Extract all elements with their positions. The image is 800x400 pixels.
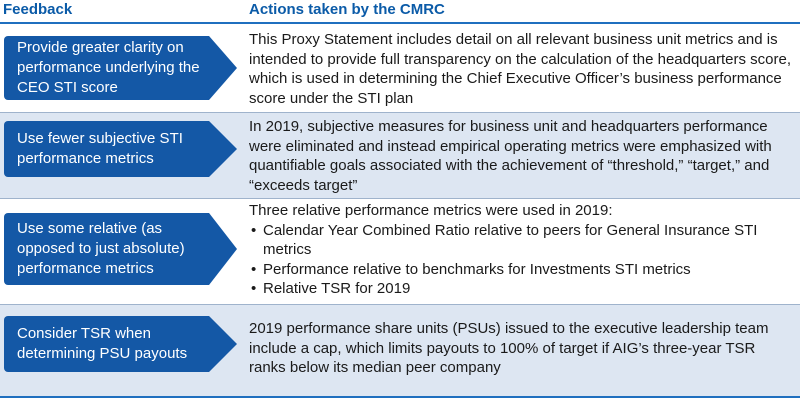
action-intro: Three relative performance metrics were … [249,202,613,219]
feedback-arrow-tsr: Consider TSR when determining PSU payout… [4,316,237,372]
table-row-relative: Use some relative (as opposed to just ab… [0,199,800,303]
header-actions: Actions taken by the CMRC [249,1,445,18]
action-bullet-list: Calendar Year Combined Ratio relative to… [249,221,794,299]
table-header: Feedback Actions taken by the CMRC [0,0,800,22]
feedback-text: Use some relative (as opposed to just ab… [17,220,185,277]
list-item: Relative TSR for 2019 [249,279,794,299]
bottom-rule [0,396,800,398]
row-divider [0,304,800,305]
action-text: In 2019, subjective measures for busines… [249,118,772,194]
action-text: This Proxy Statement includes detail on … [249,31,792,107]
table-row-tsr: Consider TSR when determining PSU payout… [0,305,800,396]
row-divider [0,112,800,113]
feedback-text: Consider TSR when determining PSU payout… [17,325,188,362]
header-feedback: Feedback [3,1,73,18]
list-item: Calendar Year Combined Ratio relative to… [249,221,794,260]
feedback-arrow-clarity: Provide greater clarity on performance u… [4,36,237,100]
action-text: 2019 performance share units (PSUs) issu… [249,320,769,376]
feedback-text: Use fewer subjective STI performance met… [17,130,183,167]
table-row-subjective: Use fewer subjective STI performance met… [0,113,800,198]
row-divider [0,198,800,199]
table-row-clarity: Provide greater clarity on performance u… [0,24,800,108]
feedback-arrow-relative: Use some relative (as opposed to just ab… [4,213,237,285]
action-block: Three relative performance metrics were … [249,201,794,299]
feedback-arrow-subjective: Use fewer subjective STI performance met… [4,121,237,177]
list-item: Performance relative to benchmarks for I… [249,260,794,280]
feedback-text: Provide greater clarity on performance u… [17,39,200,96]
header-rule [0,22,800,24]
